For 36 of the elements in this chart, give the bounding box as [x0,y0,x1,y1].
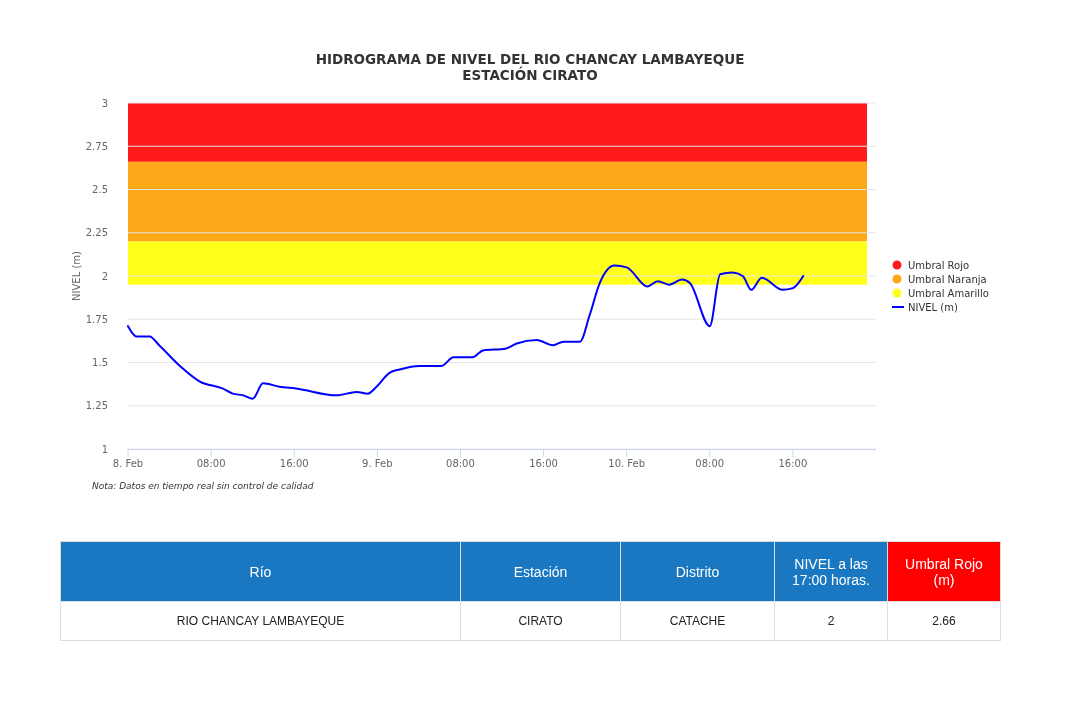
category-label: Río [60,541,461,602]
legend-label: Umbral Amarillo [908,287,989,299]
y-tick-label: 1.5 [92,357,108,368]
x-tick-label: 8. Feb [112,458,144,469]
text: 2 [774,601,888,641]
category-label: Estación [460,541,621,602]
y-tick-label: 2.25 [85,227,108,239]
text: CATACHE [620,601,775,641]
category-label: NIVEL a las 17:00 horas. [774,541,888,602]
text: 2.66 [887,601,1001,641]
legend-label: NIVEL (m) [908,301,958,313]
x-tick-label: 10. Feb [608,458,646,469]
x-tick-label: 16:00 [529,458,558,469]
y-tick-label: 2.75 [85,140,108,152]
x-tick-label: 08:00 [695,458,725,469]
text: Nota: Datos en tiempo real sin control de calidad [92,481,314,491]
y-tick-label: 2.5 [92,184,108,195]
y-tick-label: 1.75 [85,313,108,325]
chart-title: HIDROGRAMA DE NIVEL DEL RIO CHANCAY LAMBAYEQUE [315,51,745,67]
x-tick-label: 08:00 [196,458,226,469]
chart-subtitle: ESTACIÓN CIRATO [462,66,598,83]
legend-label: Umbral Naranja [908,273,987,285]
x-tick-label: 08:00 [446,458,475,469]
y-tick-label: 1 [101,443,108,455]
y-tick-label: 1.25 [85,400,108,412]
x-tick-label: 9. Feb [362,458,393,469]
category-label: Distrito [620,541,775,602]
y-tick-label: 2 [101,270,108,282]
x-tick-label: 16:00 [279,458,309,469]
x-tick-label: 16:00 [778,458,808,469]
category-label: Umbral Rojo (m) [887,541,1001,602]
text: RIO CHANCAY LAMBAYEQUE [60,601,461,641]
legend-label: Umbral Rojo [908,259,970,271]
text: CIRATO [460,601,621,641]
y-axis-title: NIVEL (m) [71,250,82,301]
y-tick-label: 3 [101,97,108,109]
